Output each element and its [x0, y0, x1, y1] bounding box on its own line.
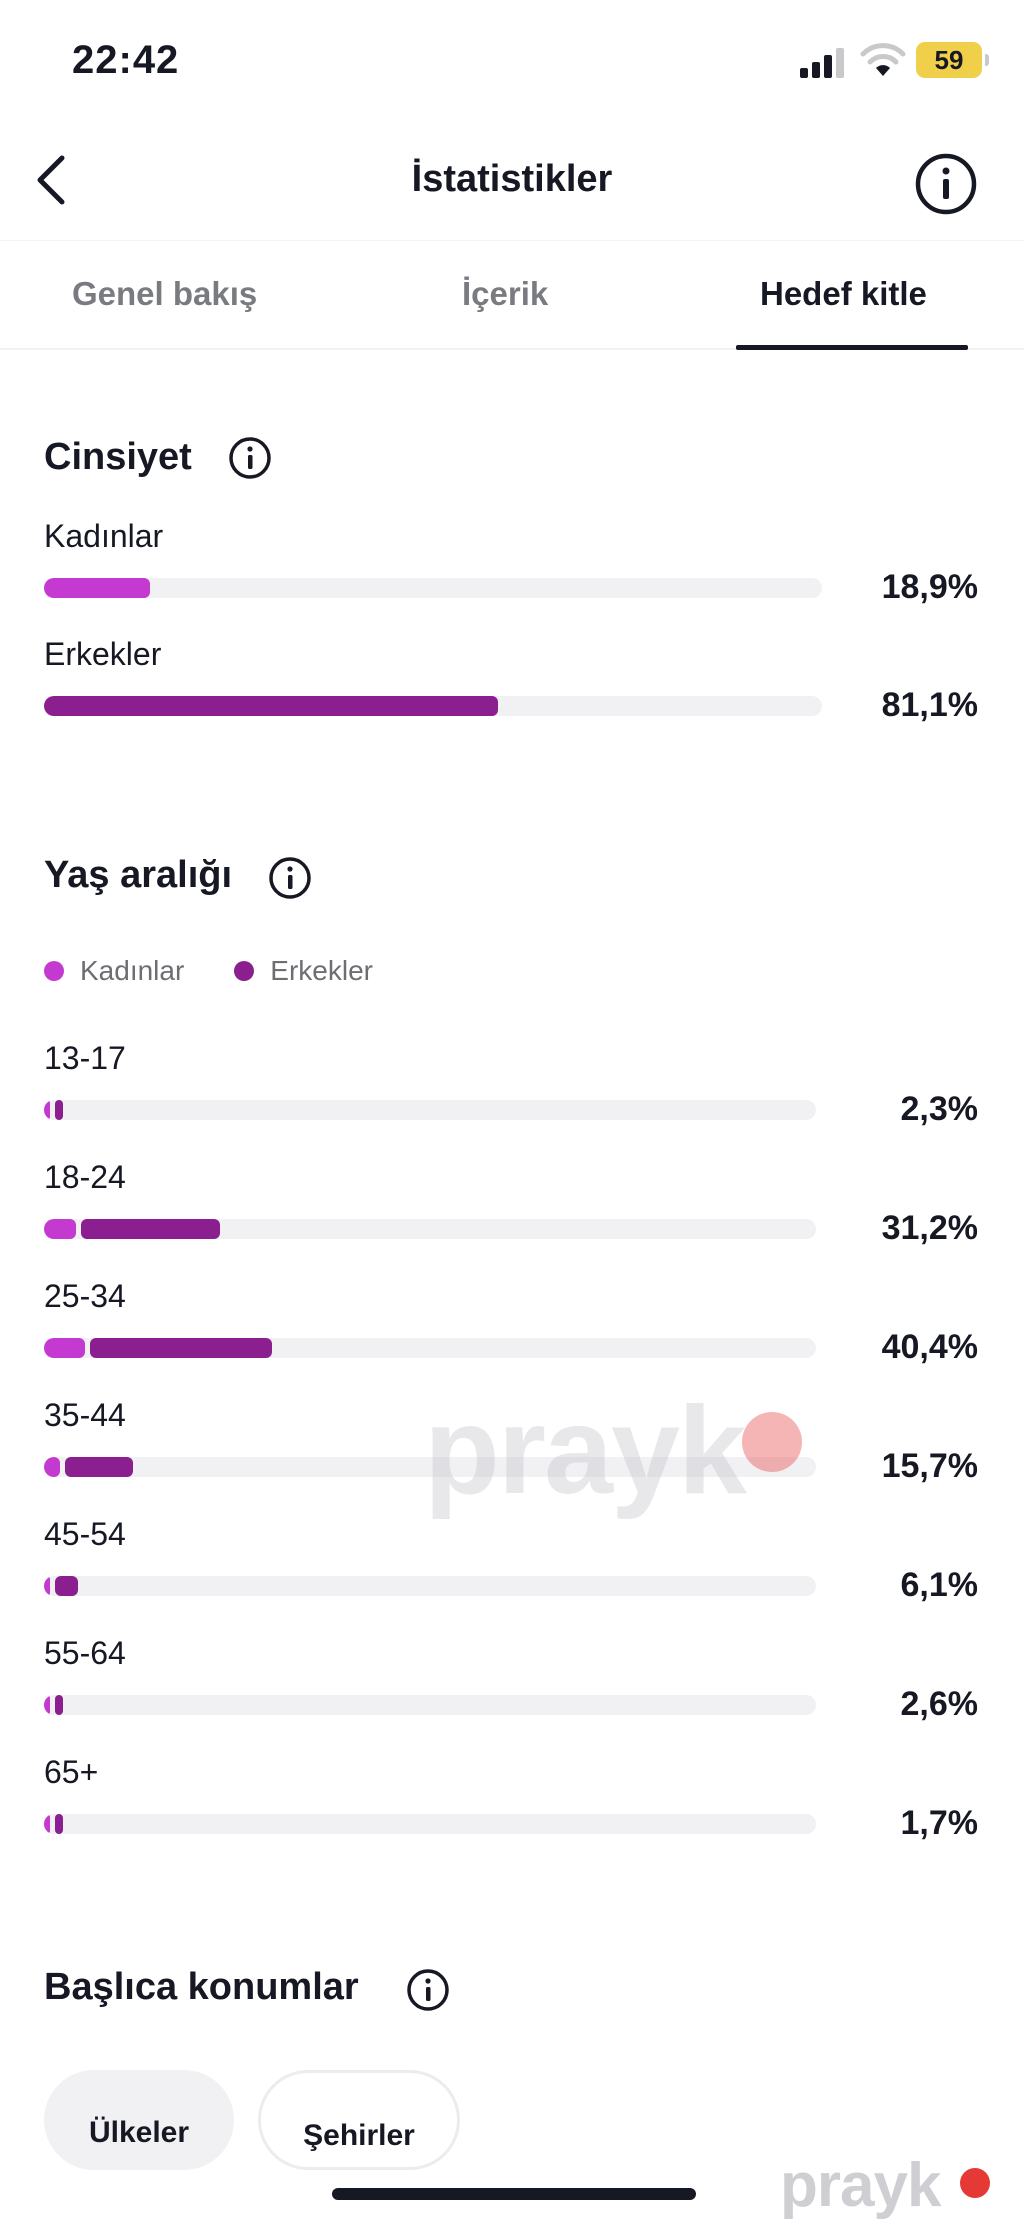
- active-tab-indicator: [736, 345, 968, 350]
- gender-bar-men: [44, 696, 498, 716]
- legend-dot-women: [44, 961, 64, 981]
- battery-level: 59: [934, 44, 964, 75]
- legend-label-men: Erkekler: [270, 955, 373, 986]
- locations-info-icon[interactable]: [406, 1968, 450, 2012]
- age-bar-men: [55, 1814, 63, 1834]
- gender-bar-track: [44, 696, 822, 716]
- age-bar-men: [90, 1338, 272, 1358]
- back-arrow-icon[interactable]: [28, 150, 78, 210]
- home-indicator[interactable]: [332, 2188, 696, 2200]
- battery-icon: 59: [916, 42, 989, 78]
- age-value: 1,7%: [900, 1804, 979, 1842]
- age-bar-men: [55, 1100, 63, 1120]
- age-value: 2,6%: [900, 1685, 979, 1723]
- age-info-icon[interactable]: [268, 856, 312, 900]
- age-value: 31,2%: [881, 1209, 978, 1247]
- age-label: 45-54: [44, 1516, 126, 1552]
- age-bar-men: [55, 1576, 78, 1596]
- wifi-icon: [860, 43, 906, 76]
- legend-dot-men: [234, 961, 255, 981]
- age-bar-track: [44, 1457, 816, 1477]
- age-section-title: Yaş aralığı: [44, 854, 233, 896]
- gender-value: 18,9%: [881, 568, 978, 606]
- age-bar-women: [44, 1814, 50, 1834]
- watermark-dot: [742, 1412, 802, 1472]
- age-bar-track: [44, 1100, 816, 1120]
- tab-overview[interactable]: Genel bakış: [72, 275, 258, 312]
- age-legend: Kadınlar Erkekler: [44, 955, 423, 987]
- gender-bar-track: [44, 578, 822, 598]
- legend-label-women: Kadınlar: [80, 955, 185, 986]
- legend-item-men: Erkekler: [234, 955, 373, 987]
- chip-cities[interactable]: Şehirler: [258, 2070, 460, 2170]
- age-value: 40,4%: [881, 1328, 978, 1366]
- age-bar-women: [44, 1100, 50, 1120]
- info-icon[interactable]: [914, 152, 978, 216]
- age-bar-track: [44, 1814, 816, 1834]
- watermark: prayk: [424, 1382, 747, 1520]
- age-label: 13-17: [44, 1040, 126, 1076]
- age-bar-track: [44, 1338, 816, 1358]
- age-label: 65+: [44, 1754, 99, 1790]
- age-bar-men: [55, 1695, 63, 1715]
- age-value: 2,3%: [900, 1090, 979, 1128]
- page-title: İstatistikler: [411, 158, 613, 200]
- status-bar: 22:42 59: [0, 0, 1024, 110]
- gender-label: Kadınlar: [44, 518, 164, 554]
- age-bar-men: [81, 1219, 220, 1239]
- age-value: 15,7%: [881, 1447, 978, 1485]
- gender-bar-women: [44, 578, 150, 598]
- tab-bar: Genel bakış İçerik Hedef kitle: [0, 240, 1024, 350]
- age-bar-women: [44, 1576, 50, 1596]
- age-bar-women: [44, 1338, 85, 1358]
- age-bar-women: [44, 1219, 76, 1239]
- age-label: 18-24: [44, 1159, 126, 1195]
- age-bar-men: [65, 1457, 133, 1477]
- age-bar-women: [44, 1695, 50, 1715]
- tab-audience[interactable]: Hedef kitle: [760, 275, 927, 312]
- age-bar-women: [44, 1457, 60, 1477]
- watermark-corner-dot: [960, 2168, 990, 2198]
- gender-info-icon[interactable]: [228, 436, 272, 480]
- chip-countries[interactable]: Ülkeler: [44, 2070, 234, 2170]
- age-label: 35-44: [44, 1397, 126, 1433]
- gender-label: Erkekler: [44, 636, 162, 672]
- cellular-signal-icon: [800, 48, 846, 78]
- age-value: 6,1%: [900, 1566, 979, 1604]
- age-bar-track: [44, 1695, 816, 1715]
- watermark-corner: prayk: [780, 2151, 941, 2220]
- status-time: 22:42: [72, 38, 180, 82]
- age-label: 25-34: [44, 1278, 126, 1314]
- gender-section-title: Cinsiyet: [44, 436, 192, 478]
- gender-value: 81,1%: [881, 686, 978, 724]
- tab-content[interactable]: İçerik: [462, 275, 549, 312]
- age-bar-track: [44, 1219, 816, 1239]
- locations-section-title: Başlıca konumlar: [44, 1966, 359, 2008]
- legend-item-women: Kadınlar: [44, 955, 184, 987]
- age-label: 55-64: [44, 1635, 126, 1671]
- app-header: İstatistikler: [0, 110, 1024, 240]
- age-bar-track: [44, 1576, 816, 1596]
